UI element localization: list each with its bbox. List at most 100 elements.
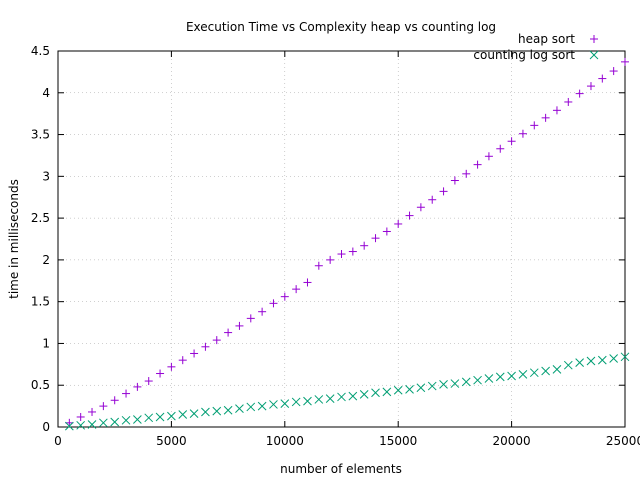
data-point <box>280 292 289 301</box>
data-point <box>552 364 562 374</box>
data-point <box>507 371 516 381</box>
data-point <box>484 374 494 383</box>
data-point <box>201 342 210 351</box>
data-point <box>428 195 437 204</box>
data-point <box>190 349 199 358</box>
data-point <box>133 415 142 424</box>
data-point <box>427 381 437 391</box>
data-point <box>360 241 369 250</box>
data-point <box>326 255 335 264</box>
data-point <box>621 57 629 66</box>
data-point <box>507 137 516 146</box>
data-point <box>155 412 165 422</box>
data-point <box>405 385 414 394</box>
data-point <box>597 355 607 365</box>
data-point <box>450 176 459 185</box>
data-point <box>439 380 448 389</box>
legend: heap sort counting log sort <box>473 32 599 62</box>
data-point <box>189 409 199 418</box>
data-point <box>620 352 630 362</box>
data-point <box>473 375 482 385</box>
data-point <box>337 392 346 402</box>
data-point <box>416 203 425 212</box>
data-point <box>303 278 312 287</box>
legend-marker <box>589 50 599 60</box>
data-point <box>393 385 403 395</box>
y-tick-label: 2.5 <box>31 211 50 225</box>
data-point <box>258 307 267 316</box>
data-point <box>235 321 244 330</box>
data-point <box>280 399 290 408</box>
data-point <box>88 407 97 416</box>
data-point <box>337 250 346 259</box>
data-point <box>552 106 561 115</box>
data-point <box>359 390 369 399</box>
data-point <box>348 391 358 401</box>
data-point <box>99 418 108 428</box>
data-point <box>314 395 324 404</box>
data-point <box>416 383 426 393</box>
data-point <box>87 420 97 429</box>
data-point <box>64 421 74 431</box>
data-point <box>99 402 108 411</box>
data-point <box>144 377 153 386</box>
x-tick-label: 20000 <box>493 434 531 448</box>
data-point <box>348 247 357 256</box>
y-tick-label: 1.5 <box>31 295 50 309</box>
series-heap-sort <box>65 57 629 427</box>
data-point <box>269 400 278 409</box>
y-axis-label: time in milliseconds <box>7 179 21 299</box>
data-point <box>110 396 119 405</box>
data-point <box>110 417 120 427</box>
data-point <box>291 397 301 407</box>
data-point <box>541 366 550 376</box>
data-point <box>371 388 380 398</box>
data-point <box>76 412 85 421</box>
data-point <box>518 370 528 379</box>
data-point <box>133 382 142 391</box>
data-point <box>496 144 505 153</box>
data-point <box>246 402 256 412</box>
data-point <box>575 89 584 98</box>
data-point <box>439 187 448 196</box>
data-points <box>64 57 630 431</box>
data-point <box>156 369 165 378</box>
legend-label: heap sort <box>518 32 575 46</box>
data-point <box>223 405 233 415</box>
data-point <box>314 261 323 270</box>
data-point <box>541 113 550 122</box>
data-point <box>144 413 154 423</box>
x-axis-label: number of elements <box>280 462 402 476</box>
x-tick-label: 5000 <box>156 434 187 448</box>
chart-title: Execution Time vs Complexity heap vs cou… <box>186 20 496 34</box>
data-point <box>303 396 312 406</box>
data-point <box>122 389 131 398</box>
legend-marker <box>590 35 598 43</box>
x-tick-label: 10000 <box>266 434 304 448</box>
data-point <box>564 97 573 106</box>
data-point <box>563 360 573 370</box>
series-counting-log-sort <box>64 352 630 431</box>
data-point <box>371 234 380 243</box>
data-point <box>257 401 267 411</box>
data-point <box>382 227 391 236</box>
data-point <box>575 358 584 368</box>
data-point <box>461 377 471 387</box>
y-tick-label: 2 <box>42 253 50 267</box>
data-point <box>518 129 527 138</box>
plot-frame <box>57 50 626 428</box>
data-point <box>224 328 233 337</box>
data-point <box>269 299 278 308</box>
data-point <box>235 404 244 413</box>
legend-label: counting log sort <box>473 48 575 62</box>
y-tick-label: 4 <box>42 86 50 100</box>
data-point <box>405 211 414 220</box>
y-tick-label: 4.5 <box>31 44 50 58</box>
data-point <box>462 169 471 178</box>
data-point <box>121 415 131 425</box>
data-point <box>586 82 595 91</box>
data-point <box>76 420 86 430</box>
y-tick-label: 3.5 <box>31 128 50 142</box>
